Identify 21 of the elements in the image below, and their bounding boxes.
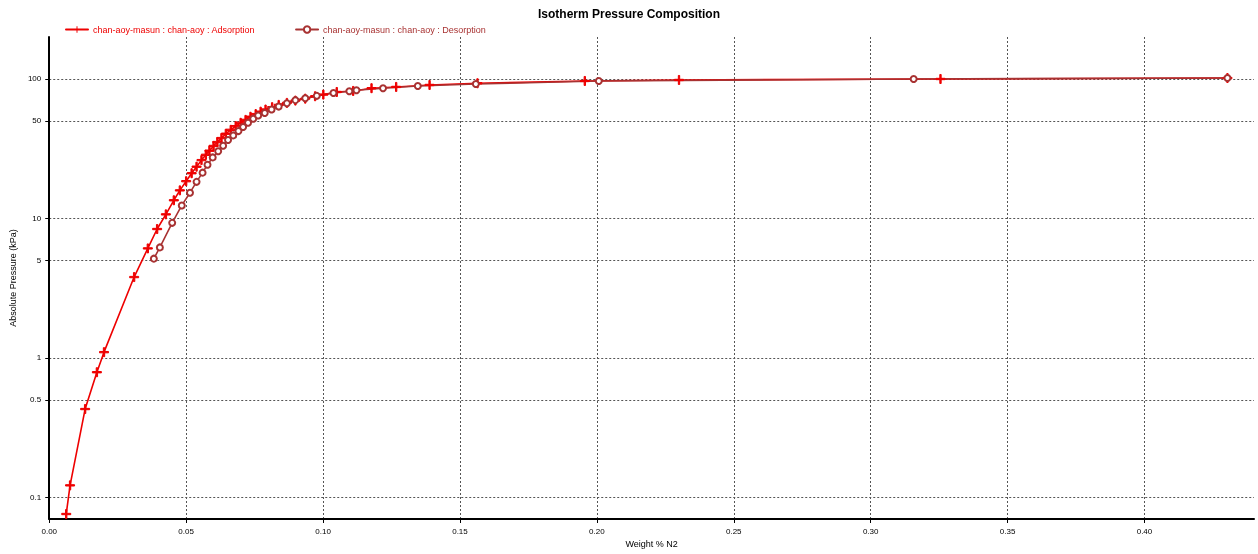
y-tick-label: 0.5 <box>30 395 42 405</box>
x-tick-label: 0.35 <box>999 526 1016 536</box>
x-tick-label: 0.25 <box>725 526 743 536</box>
y-tick-label: 10 <box>32 213 42 223</box>
legend-label: chan-aoy-masun : chan-aoy : Adsorption <box>93 24 255 35</box>
x-axis-title: Weight % N2 <box>625 539 678 550</box>
x-tick-label: 0.40 <box>1136 526 1153 536</box>
x-tick-label: 0.20 <box>589 526 606 536</box>
y-tick-label: 5 <box>36 255 42 265</box>
y-axis-title: Absolute Pressure (kPa) <box>7 229 18 327</box>
x-tick-label: 0.00 <box>41 526 58 536</box>
x-tick-label: 0.05 <box>178 526 195 536</box>
y-tick-label: 0.1 <box>30 492 42 502</box>
chart-title: Isotherm Pressure Composition <box>537 7 721 21</box>
x-tick-label: 0.15 <box>452 526 469 536</box>
y-tick-label: 50 <box>32 116 42 126</box>
legend-label: chan-aoy-masun : chan-aoy : Desorption <box>323 24 486 35</box>
y-tick-label: 1 <box>36 353 42 363</box>
y-tick-label: 100 <box>27 74 42 84</box>
x-tick-label: 0.10 <box>315 526 332 536</box>
x-tick-label: 0.30 <box>862 526 879 536</box>
